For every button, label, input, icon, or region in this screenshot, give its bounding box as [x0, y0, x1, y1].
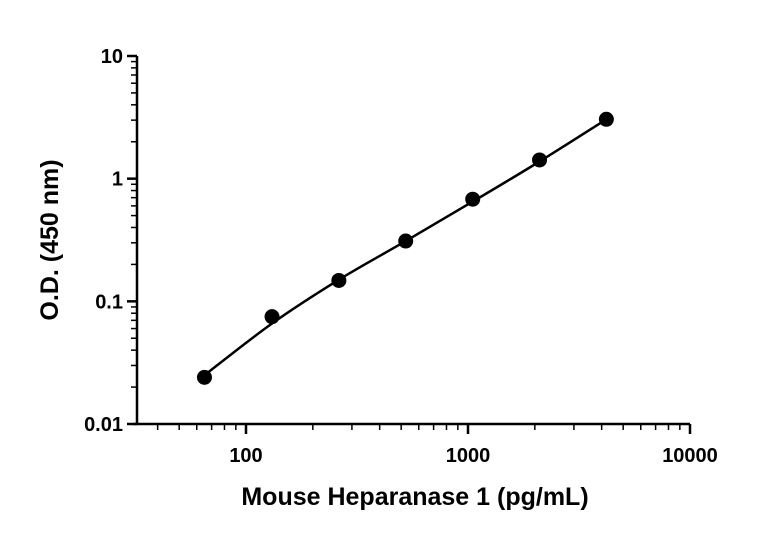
- y-axis-title: O.D. (450 nm): [36, 159, 64, 320]
- y-tick-label: 10: [101, 46, 123, 68]
- y-tick-label: 0.01: [84, 414, 123, 436]
- data-point: [465, 191, 481, 207]
- data-point: [196, 369, 212, 385]
- data-point: [532, 152, 548, 168]
- x-tick-label: 100: [229, 445, 262, 467]
- y-axis-ticks: 0.01 0.1 1 10: [84, 46, 137, 436]
- y-tick-label: 0.1: [95, 291, 123, 313]
- data-points: [196, 111, 614, 385]
- data-point: [264, 309, 280, 325]
- x-tick-label: 1000: [446, 445, 491, 467]
- x-tick-label: 10000: [662, 445, 718, 467]
- axes: [133, 56, 690, 426]
- x-axis-ticks: 100 1000 10000: [156, 424, 718, 467]
- data-point: [398, 233, 414, 249]
- data-point: [331, 272, 347, 288]
- x-axis-title: Mouse Heparanase 1 (pg/mL): [241, 483, 588, 511]
- y-tick-label: 1: [112, 169, 123, 191]
- data-point: [598, 111, 614, 127]
